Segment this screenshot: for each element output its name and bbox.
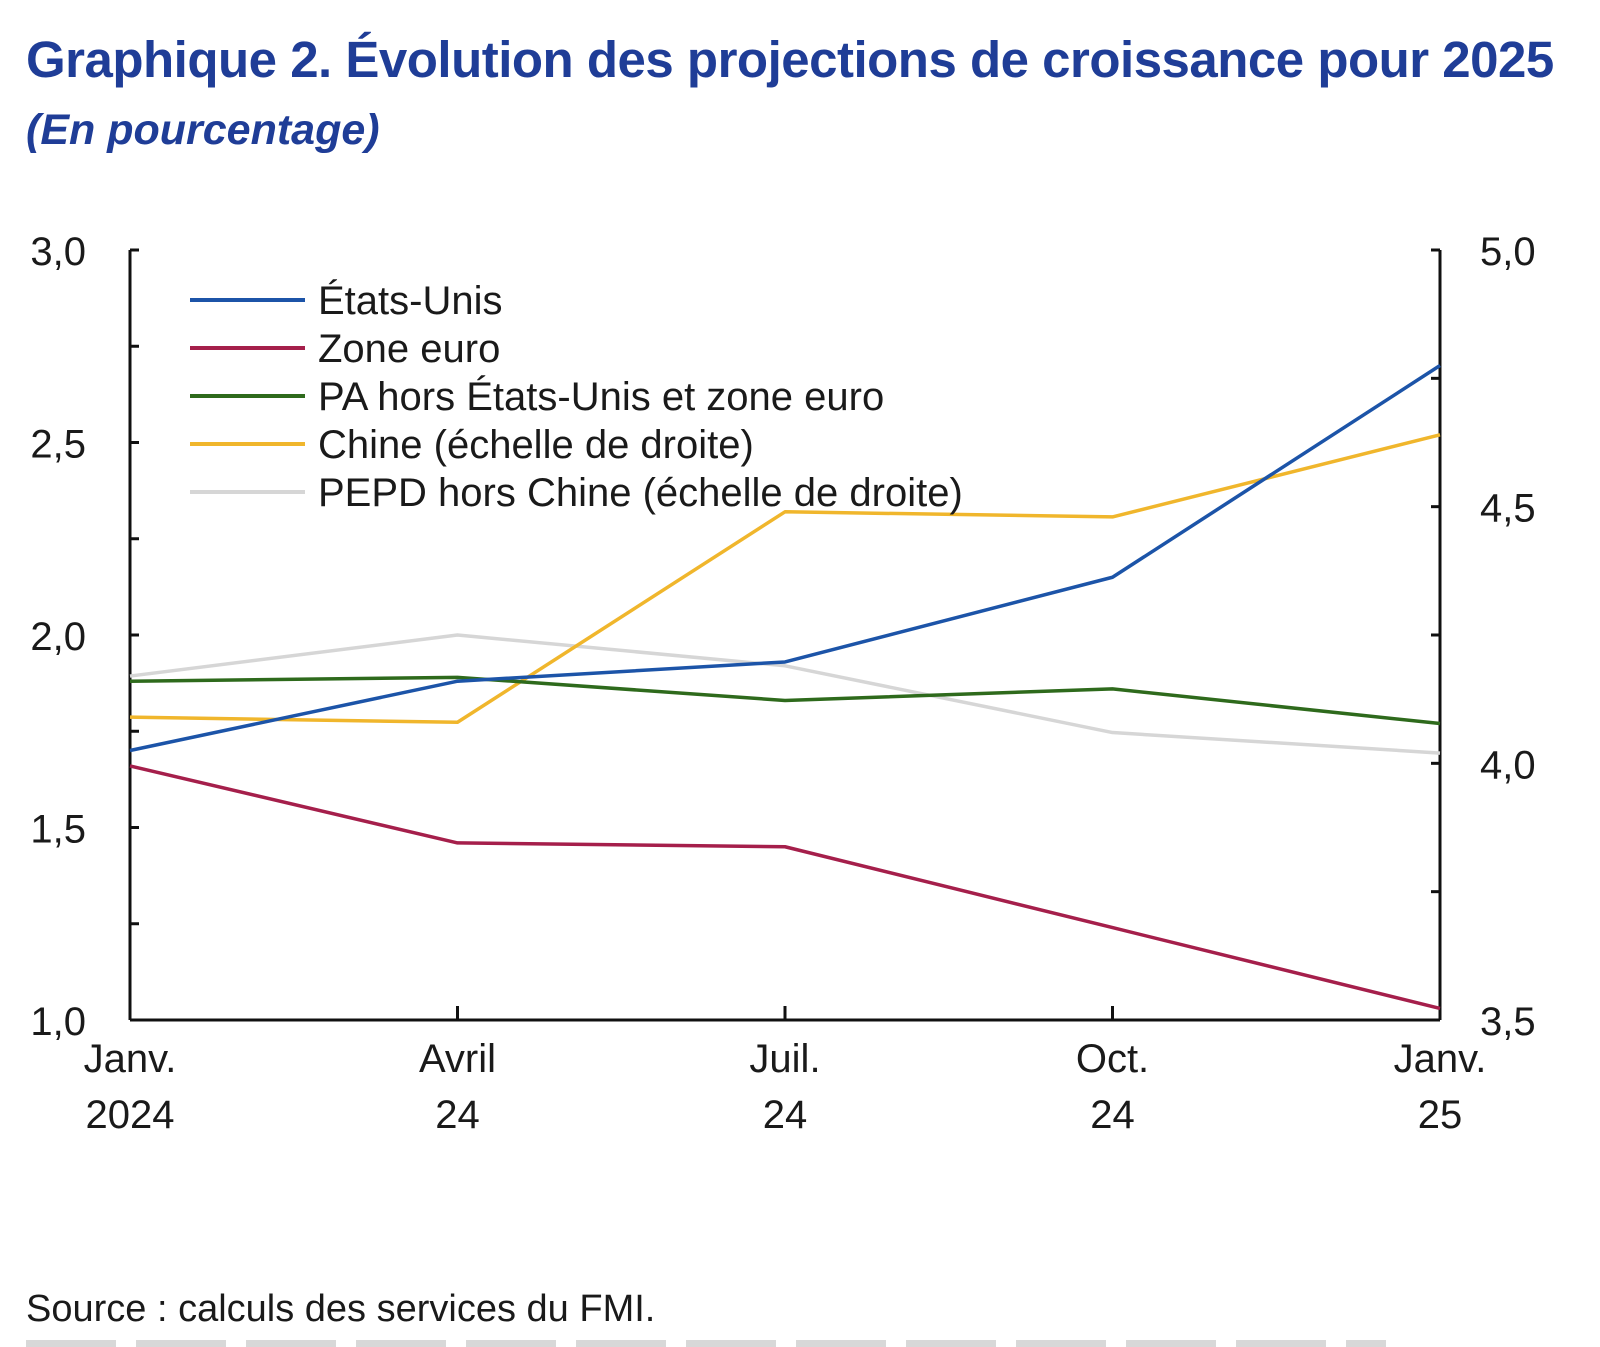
x-tick-label-year: 25: [1418, 1093, 1463, 1137]
chart-subtitle: (En pourcentage): [26, 106, 380, 154]
left-y-tick-label: 2,0: [30, 615, 86, 659]
x-tick-label: Oct.: [1076, 1037, 1149, 1081]
legend-label: États-Unis: [318, 278, 503, 323]
series-line-0: [129, 364, 1441, 753]
left-y-tick-label: 1,5: [30, 808, 86, 852]
series-line-4: [129, 633, 1441, 755]
left-y-tick-label: 2,5: [30, 423, 86, 467]
x-tick-label: Janv.: [84, 1037, 177, 1081]
series-line-1: [129, 764, 1441, 1011]
source-note: Source : calculs des services du FMI.: [26, 1288, 656, 1330]
legend-label: Zone euro: [318, 327, 500, 371]
x-tick-label-year: 24: [435, 1093, 480, 1137]
x-tick-label: Juil.: [749, 1037, 820, 1081]
right-y-tick-label: 4,5: [1480, 487, 1536, 531]
truncated-note-line: [26, 1340, 1386, 1347]
chart-series-lines: [129, 364, 1441, 1011]
series-line-2: [129, 675, 1441, 726]
x-tick-label-year: 24: [1090, 1093, 1135, 1137]
series-line-3: [129, 433, 1441, 725]
x-tick-label-year: 24: [763, 1093, 808, 1137]
legend-label: PEPD hors Chine (échelle de droite): [318, 471, 963, 515]
legend-label: PA hors États-Unis et zone euro: [318, 374, 884, 419]
line-chart: 1,0 1,5 2,0 2,5 3,0 3,5 4,0 4,5 5,0 Janv. 2024 Avri…: [30, 230, 1535, 1137]
left-y-tick-label: 3,0: [30, 230, 86, 274]
chart-axes: 1,0 1,5 2,0 2,5 3,0 3,5 4,0 4,5 5,0 Janv. 2024 Avri…: [30, 230, 1535, 1137]
x-tick-label: Janv.: [1394, 1037, 1487, 1081]
left-y-tick-label: 1,0: [30, 1000, 86, 1044]
x-tick-label-year: 2024: [86, 1093, 175, 1137]
right-y-tick-label: 5,0: [1480, 230, 1536, 274]
right-y-tick-label: 3,5: [1480, 1000, 1536, 1044]
right-y-tick-label: 4,0: [1480, 743, 1536, 787]
legend-label: Chine (échelle de droite): [318, 423, 754, 467]
x-tick-label: Avril: [419, 1037, 496, 1081]
chart-title: Graphique 2. Évolution des projections d…: [26, 31, 1554, 88]
